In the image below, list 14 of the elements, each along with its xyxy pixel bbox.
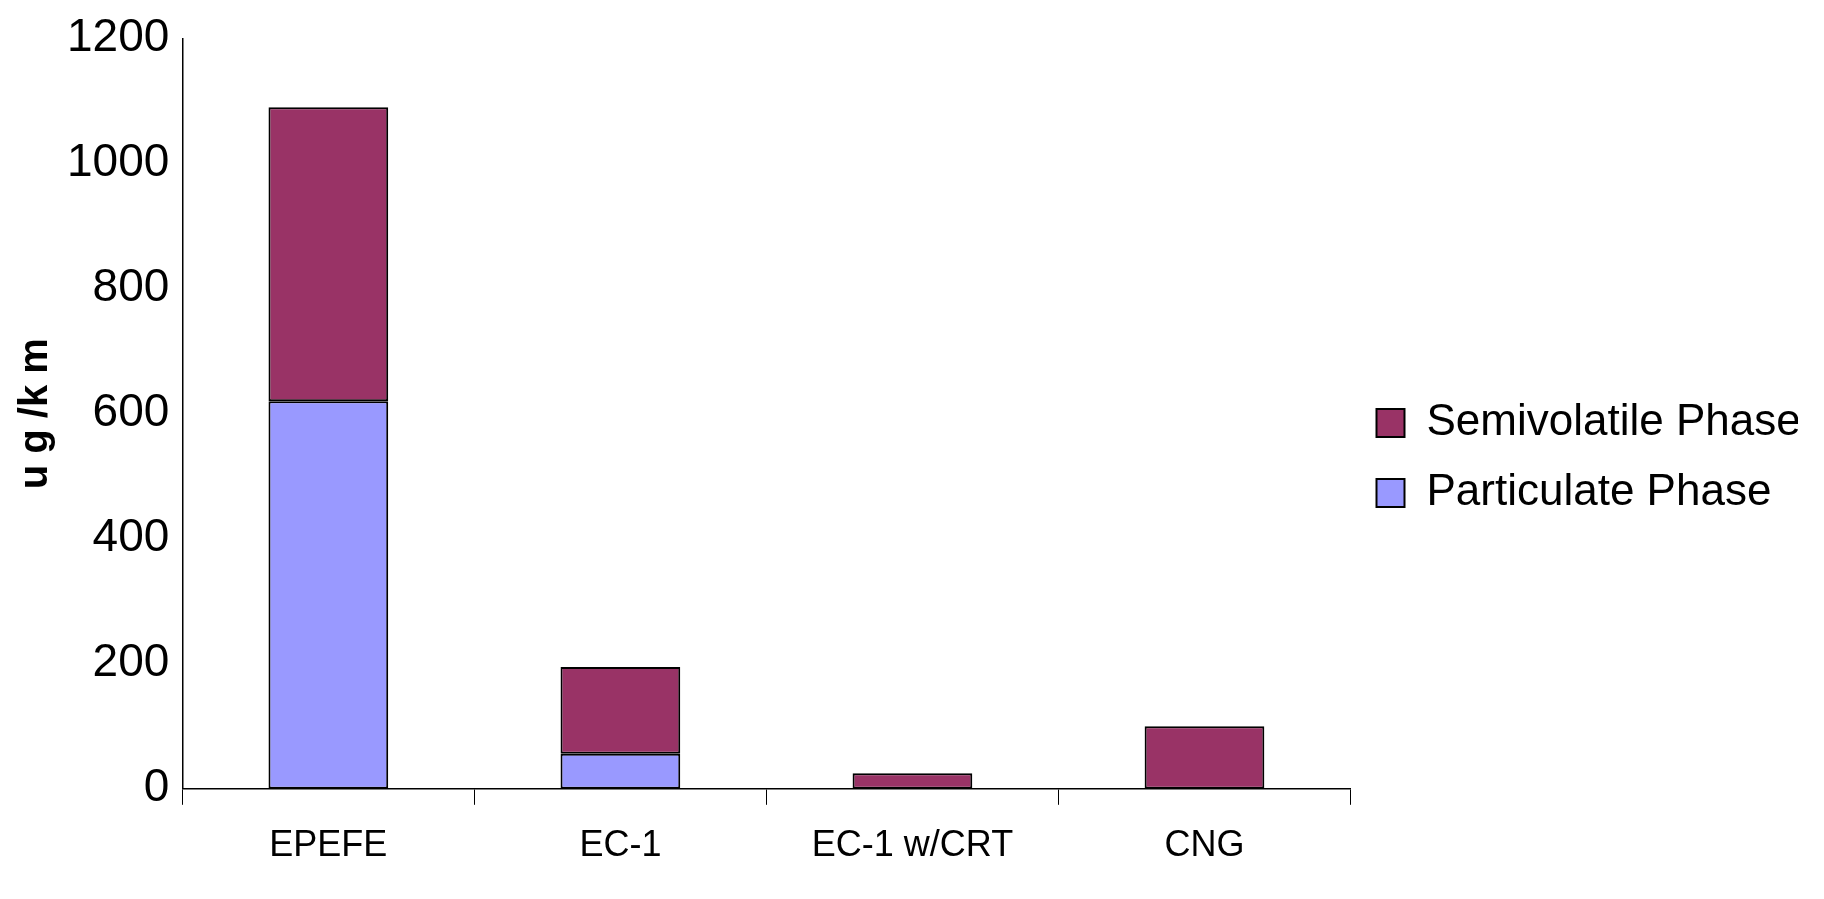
y-axis-title: u g /k m	[11, 338, 56, 490]
y-tick-label: 400	[92, 509, 170, 562]
y-tick-label: 600	[92, 384, 170, 437]
y-tick-label: 1200	[66, 9, 170, 62]
legend-label: Particulate Phase	[1426, 465, 1772, 515]
x-tick-label: EC-1	[579, 823, 662, 865]
y-tick-label: 200	[92, 634, 170, 687]
x-tick-label: EC-1 w/CRT	[811, 823, 1014, 865]
y-tick-label: 0	[143, 759, 170, 812]
x-tick-label: EPEFE	[269, 823, 388, 865]
legend-label: Semivolatile Phase	[1426, 395, 1801, 445]
y-tick-label: 800	[92, 259, 170, 312]
y-tick-label: 1000	[66, 134, 170, 187]
x-tick-label: CNG	[1164, 823, 1245, 865]
